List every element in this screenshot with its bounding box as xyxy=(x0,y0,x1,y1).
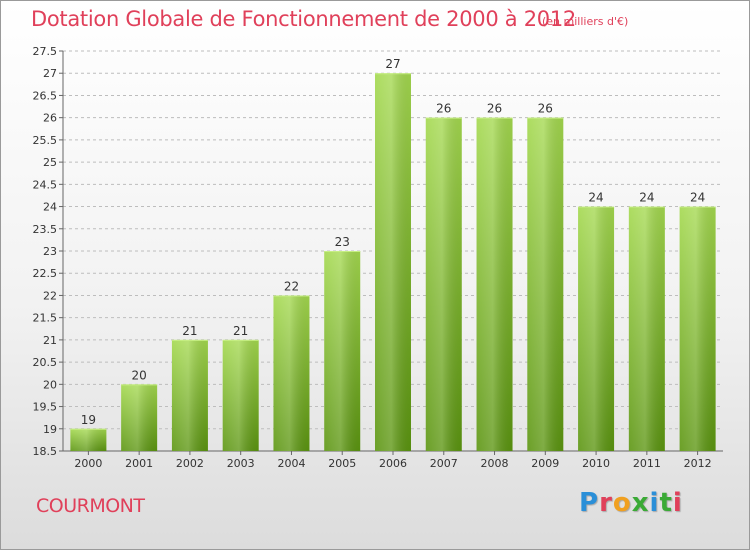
x-tick-label: 2012 xyxy=(684,457,712,470)
x-tick-label: 2010 xyxy=(582,457,610,470)
bar-shine xyxy=(324,251,361,451)
y-tick-label: 23 xyxy=(43,245,57,258)
x-tick-label: 2000 xyxy=(74,457,102,470)
bar-shine xyxy=(70,428,107,451)
bar-shine xyxy=(578,206,615,451)
data-label: 21 xyxy=(233,324,248,338)
x-tick-label: 2011 xyxy=(633,457,661,470)
data-label: 24 xyxy=(639,191,654,205)
y-tick-label: 25 xyxy=(43,156,57,169)
x-tick-label: 2008 xyxy=(481,457,509,470)
bar-shine xyxy=(628,206,665,451)
x-tick-label: 2005 xyxy=(328,457,356,470)
y-tick-label: 26 xyxy=(43,112,57,125)
y-tick-label: 24 xyxy=(43,201,57,214)
y-tick-label: 18.5 xyxy=(33,445,58,458)
bar-shine xyxy=(425,117,462,452)
data-label: 22 xyxy=(284,279,299,293)
y-tick-label: 25.5 xyxy=(33,134,58,147)
data-label: 19 xyxy=(81,413,96,427)
data-label: 26 xyxy=(436,102,451,116)
data-label: 20 xyxy=(132,368,147,382)
x-tick-label: 2004 xyxy=(277,457,305,470)
commune-name: COURMONT xyxy=(36,495,145,517)
y-tick-label: 21 xyxy=(43,334,57,347)
data-label: 26 xyxy=(538,102,553,116)
bar-shine xyxy=(121,384,158,451)
y-tick-label: 19.5 xyxy=(33,401,58,414)
y-tick-label: 22 xyxy=(43,289,57,302)
bar-shine xyxy=(273,295,310,451)
data-label: 24 xyxy=(690,191,705,205)
y-tick-label: 20 xyxy=(43,378,57,391)
bar-shine xyxy=(171,339,208,451)
x-tick-label: 2006 xyxy=(379,457,407,470)
chart-subtitle: (en milliers d'€) xyxy=(542,15,629,28)
y-tick-label: 27.5 xyxy=(33,45,58,58)
x-tick-label: 2003 xyxy=(227,457,255,470)
proxiti-logo: Proxiti xyxy=(579,488,683,518)
x-tick-label: 2001 xyxy=(125,457,153,470)
y-tick-label: 26.5 xyxy=(33,89,58,102)
y-tick-label: 20.5 xyxy=(33,356,58,369)
bar-shine xyxy=(476,117,513,452)
y-tick-label: 22.5 xyxy=(33,267,58,280)
y-tick-label: 27 xyxy=(43,67,57,80)
bar-shine xyxy=(527,117,564,452)
y-tick-label: 21.5 xyxy=(33,312,58,325)
data-label: 27 xyxy=(385,57,400,71)
x-tick-label: 2009 xyxy=(531,457,559,470)
chart-title: Dotation Globale de Fonctionnement de 20… xyxy=(31,7,576,31)
data-label: 23 xyxy=(335,235,350,249)
x-tick-label: 2002 xyxy=(176,457,204,470)
bar-shine xyxy=(679,206,716,451)
data-label: 21 xyxy=(182,324,197,338)
x-tick-label: 2007 xyxy=(430,457,458,470)
y-tick-label: 19 xyxy=(43,423,57,436)
data-label: 24 xyxy=(588,191,603,205)
bar-shine xyxy=(222,339,259,451)
y-tick-label: 24.5 xyxy=(33,178,58,191)
bar-shine xyxy=(375,73,411,451)
y-tick-label: 23.5 xyxy=(33,223,58,236)
data-label: 26 xyxy=(487,102,502,116)
